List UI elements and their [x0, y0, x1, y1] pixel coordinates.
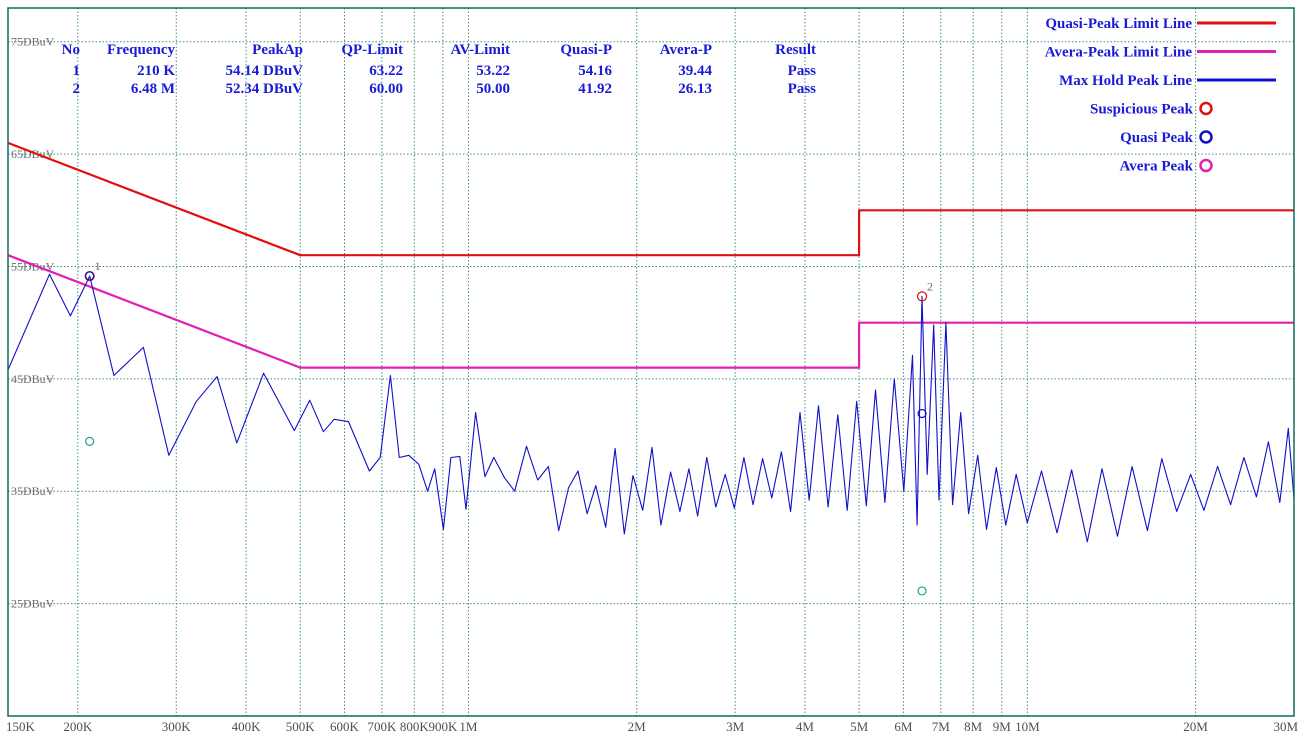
x-tick-label: 8M — [964, 719, 983, 734]
table-cell: 39.44 — [678, 63, 712, 79]
series-line — [7, 254, 1294, 369]
table-cell: 41.92 — [578, 81, 612, 97]
legend-circle-swatch — [1199, 158, 1213, 173]
avera-peak-marker — [85, 436, 95, 446]
table-cell: Pass — [788, 63, 817, 79]
legend-label: Suspicious Peak — [1090, 102, 1194, 118]
legend-label: Max Hold Peak Line — [1059, 73, 1192, 89]
x-tick-label: 800K — [400, 719, 430, 734]
table-cell: 54.14 DBuV — [225, 63, 303, 79]
table-cell: 6.48 M — [131, 81, 175, 97]
y-tick-label: 25DBuV — [11, 597, 55, 611]
series-line — [7, 141, 1294, 257]
x-tick-label: 700K — [367, 719, 397, 734]
table-cell: 50.00 — [476, 81, 510, 97]
legend-label: Quasi Peak — [1120, 130, 1194, 146]
x-tick-label: 7M — [932, 719, 951, 734]
suspicious-peak-marker — [916, 291, 928, 302]
table-cell: 210 K — [137, 63, 175, 79]
legend-label: Avera Peak — [1120, 159, 1194, 175]
x-axis-labels: 150K 200K 300K 400K 500K 600K 700K 800K 900K 1M 2M… — [6, 719, 1298, 734]
table-cell: 53.22 — [476, 63, 510, 79]
table-header: No — [62, 42, 80, 58]
y-tick-label: 75DBuV — [11, 35, 55, 49]
table-cell: 52.34 DBuV — [225, 81, 303, 97]
quasi-peak-marker — [85, 271, 95, 281]
table-header: PeakAp — [252, 42, 303, 58]
y-tick-label: 35DBuV — [11, 484, 55, 498]
x-tick-label: 500K — [286, 719, 316, 734]
table-cell: 54.16 — [578, 63, 612, 79]
x-tick-label: 300K — [162, 719, 192, 734]
table-header: Avera-P — [660, 42, 712, 58]
legend-circle-swatch — [1199, 101, 1213, 116]
plot-frame — [7, 7, 1295, 717]
legend-circle-swatch — [1199, 130, 1213, 144]
table-header: QP-Limit — [341, 42, 403, 58]
peak-number-label: 1 — [95, 259, 101, 273]
x-tick-label: 1M — [459, 719, 478, 734]
x-tick-label: 3M — [726, 719, 745, 734]
table-cell: 1 — [73, 63, 81, 79]
x-tick-label: 30M — [1273, 719, 1298, 734]
x-tick-label: 600K — [330, 719, 360, 734]
series-lines — [7, 141, 1295, 543]
quasi-peak-marker — [917, 408, 927, 419]
table-cell: 2 — [73, 81, 81, 97]
table-header: Quasi-P — [560, 42, 612, 58]
x-tick-label: 9M — [993, 719, 1012, 734]
table-header: Frequency — [107, 42, 176, 58]
series-line — [7, 273, 1295, 543]
y-tick-label: 45DBuV — [11, 372, 55, 386]
x-tick-label: 400K — [232, 719, 262, 734]
table-cell: 26.13 — [678, 81, 712, 97]
legend-label: Avera-Peak Limit Line — [1045, 45, 1193, 61]
x-tick-label: 900K — [428, 719, 458, 734]
peak-markers: 12 — [84, 259, 933, 596]
result-table: No Frequency PeakAp QP-Limit AV-Limit Quasi-P… — [62, 42, 817, 97]
table-cell: 63.22 — [369, 63, 403, 79]
legend: Quasi-Peak Limit Line Avera-Peak Limit Li… — [1045, 16, 1276, 175]
x-tick-label: 6M — [894, 719, 913, 734]
x-tick-label: 4M — [796, 719, 815, 734]
x-tick-label: 5M — [850, 719, 869, 734]
legend-label: Quasi-Peak Limit Line — [1045, 16, 1192, 32]
x-tick-label: 10M — [1015, 719, 1040, 734]
table-header: AV-Limit — [451, 42, 510, 58]
table-cell: 60.00 — [369, 81, 403, 97]
horizontal-gridlines — [8, 41, 1294, 605]
peak-number-label: 2 — [927, 279, 933, 293]
x-tick-label: 200K — [63, 719, 93, 734]
x-tick-label: 150K — [6, 719, 36, 734]
table-header: Result — [775, 42, 816, 58]
table-cell: Pass — [788, 81, 817, 97]
avera-peak-marker — [917, 586, 927, 596]
x-tick-label: 20M — [1183, 719, 1208, 734]
x-tick-label: 2M — [628, 719, 647, 734]
